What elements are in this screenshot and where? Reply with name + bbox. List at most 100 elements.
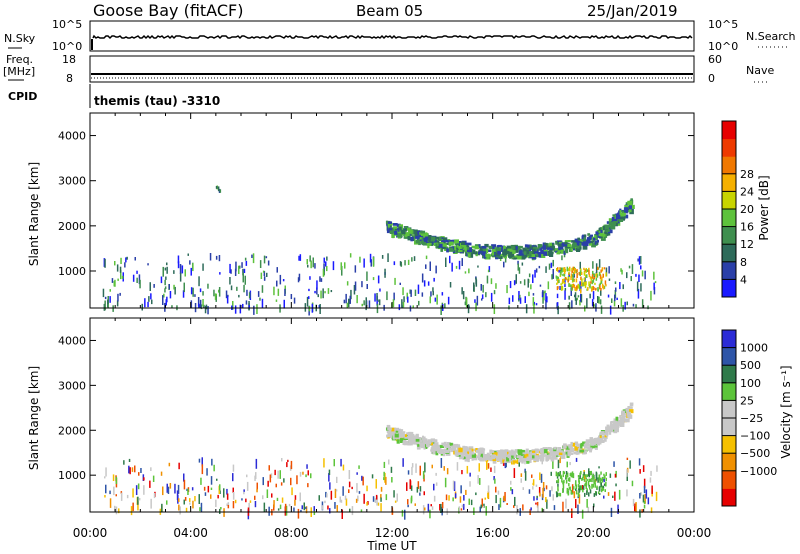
echo-pixel — [367, 501, 369, 505]
echo-pixel — [370, 259, 372, 267]
echo-pixel — [103, 303, 106, 311]
echo-pixel — [592, 473, 595, 477]
echo-pixel — [453, 481, 456, 491]
echo-pixel — [560, 285, 563, 291]
echo-pixel — [477, 475, 479, 484]
echo-pixel — [594, 235, 597, 240]
echo-pixel — [150, 467, 152, 471]
echo-pixel — [481, 298, 483, 301]
station-title: Goose Bay (fitACF) — [93, 1, 243, 20]
echo-pixel — [632, 498, 635, 507]
echo-pixel — [598, 227, 601, 231]
echo-pixel — [643, 504, 646, 509]
echo-pixel — [624, 301, 626, 310]
echo-pixel — [366, 271, 368, 281]
echo-pixel — [285, 505, 288, 516]
echo-pixel — [649, 477, 652, 483]
echo-pixel — [136, 270, 138, 274]
echo-pixel — [608, 221, 613, 225]
echo-pixel — [203, 486, 206, 491]
echo-pixel — [594, 234, 599, 237]
echo-pixel — [463, 247, 467, 250]
echo-pixel — [219, 189, 222, 193]
echo-pixel — [372, 256, 375, 267]
echo-pixel — [493, 290, 496, 295]
echo-pixel — [236, 286, 238, 291]
echo-pixel — [394, 433, 399, 438]
echo-pixel — [588, 468, 590, 477]
echo-pixel — [114, 261, 116, 266]
echo-pixel — [580, 288, 582, 294]
echo-pixel — [575, 490, 578, 495]
echo-pixel — [581, 477, 583, 481]
echo-pixel — [467, 247, 472, 253]
echo-pixel — [614, 427, 619, 433]
echo-pixel — [605, 426, 608, 430]
echo-pixel — [375, 494, 378, 500]
echo-pixel — [635, 273, 637, 277]
echo-pixel — [559, 286, 561, 290]
echo-pixel — [244, 257, 247, 261]
echo-pixel — [112, 305, 114, 312]
echo-pixel — [583, 241, 588, 247]
echo-pixel — [557, 276, 559, 280]
echo-pixel — [153, 284, 155, 288]
echo-pixel — [181, 265, 184, 274]
echo-pixel — [589, 478, 591, 482]
echo-pixel — [593, 477, 595, 482]
echo-pixel — [595, 471, 598, 477]
echo-pixel — [584, 483, 586, 486]
echo-pixel — [493, 476, 495, 481]
echo-pixel — [380, 503, 382, 512]
echo-pixel — [541, 461, 543, 465]
echo-pixel — [573, 491, 576, 499]
echo-pixel — [447, 296, 450, 305]
echo-pixel — [559, 474, 562, 479]
y-tick-label: 2000 — [58, 424, 86, 437]
echo-pixel — [585, 477, 588, 480]
echo-pixel — [190, 267, 192, 276]
echo-pixel — [645, 489, 648, 499]
echo-pixel — [522, 504, 524, 511]
echo-pixel — [567, 279, 569, 283]
echo-pixel — [281, 458, 283, 462]
echo-pixel — [595, 287, 597, 290]
echo-pixel — [562, 482, 564, 485]
echo-pixel — [539, 284, 542, 287]
echo-pixel — [263, 502, 266, 512]
echo-pixel — [576, 269, 578, 273]
echo-pixel — [120, 257, 122, 264]
echo-pixel — [556, 480, 558, 483]
echo-pixel — [588, 281, 590, 287]
echo-pixel — [599, 227, 603, 231]
echo-pixel — [638, 256, 641, 265]
echo-pixel — [513, 280, 516, 286]
echo-pixel — [312, 257, 314, 268]
echo-pixel — [605, 230, 611, 236]
echo-pixel — [640, 283, 642, 292]
echo-pixel — [115, 506, 118, 515]
echo-pixel — [238, 265, 240, 274]
echo-pixel — [583, 478, 586, 482]
echo-pixel — [591, 475, 594, 480]
echo-pixel — [593, 273, 596, 276]
echo-pixel — [506, 285, 508, 294]
colorbar-tick-label: −100 — [740, 430, 770, 443]
time-axis: 00:00 04:00 08:00 12:00 16:00 20:00 00:00 — [73, 526, 712, 540]
echo-pixel — [275, 483, 277, 488]
echo-pixel — [215, 255, 218, 260]
echo-pixel — [559, 457, 561, 464]
echo-pixel — [546, 453, 550, 456]
echo-pixel — [607, 427, 611, 432]
echo-pixel — [631, 480, 634, 487]
echo-pixel — [584, 282, 586, 287]
echo-pixel — [261, 285, 264, 293]
echo-pixel — [190, 287, 193, 295]
echo-pixel — [506, 245, 511, 250]
echo-pixel — [458, 506, 461, 513]
echo-pixel — [348, 470, 351, 480]
echo-pixel — [415, 463, 417, 473]
echo-pixel — [572, 278, 574, 282]
echo-pixel — [497, 455, 503, 461]
echo-pixel — [600, 435, 603, 441]
